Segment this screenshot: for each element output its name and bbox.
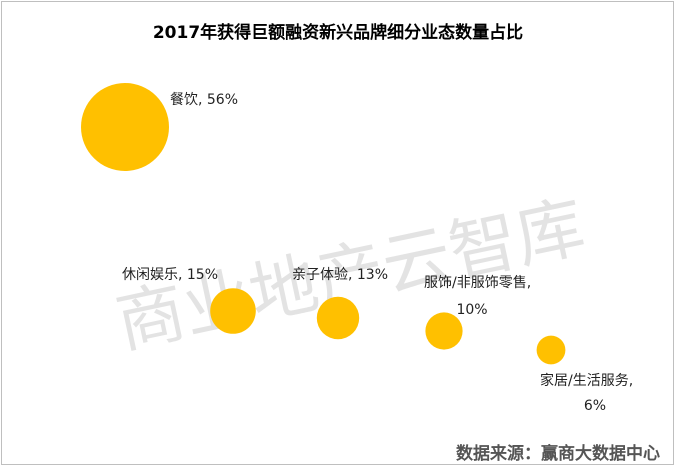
data-label-4-line-1: 服饰/非服饰零售,: [424, 275, 531, 291]
data-label-5-line-2: 6%: [584, 398, 606, 414]
bubble-5: [536, 335, 566, 365]
bubbles-group: [81, 83, 566, 365]
data-label-1: 餐饮, 56%: [170, 92, 238, 108]
bubble-2: [210, 288, 256, 334]
bubble-4: [425, 312, 463, 350]
data-label-4-line-2: 10%: [456, 302, 487, 318]
bubble-1: [81, 83, 169, 171]
data-source: 数据来源：赢商大数据中心: [456, 443, 660, 464]
labels-group: 餐饮, 56% 休闲娱乐, 15% 亲子体验, 13% 服饰/非服饰零售, 10% 家居/…: [122, 92, 633, 414]
data-label-5-line-1: 家居/生活服务,: [540, 372, 633, 389]
data-label-3: 亲子体验, 13%: [292, 267, 388, 283]
chart-title: 2017年获得巨额融资新兴品牌细分业态数量占比: [153, 22, 523, 43]
data-label-2: 休闲娱乐, 15%: [122, 267, 218, 283]
bubble-3: [316, 296, 360, 340]
